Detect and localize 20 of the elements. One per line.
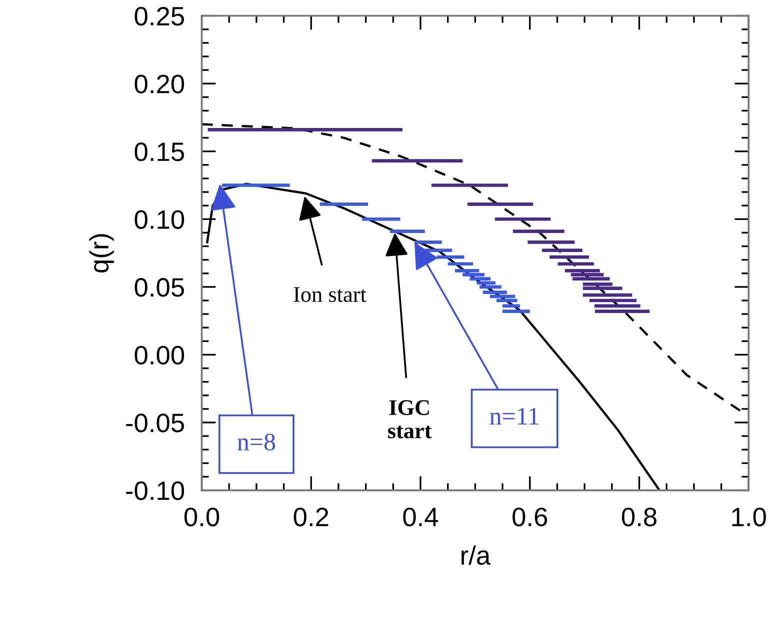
- x-tick-label: 0.6: [512, 508, 548, 526]
- y-tick-label: 0.10: [134, 210, 184, 229]
- y-tick-label: 0.00: [134, 346, 184, 365]
- y-tick-label: 0.05: [134, 278, 184, 297]
- x-tick-label: 0.2: [294, 508, 328, 526]
- annotation: n=8: [237, 434, 276, 450]
- y-tick-label: -0.10: [126, 481, 184, 500]
- annotation: n=11: [490, 408, 538, 424]
- y-tick-label: 0.20: [134, 74, 184, 94]
- y-tick-label: 0.15: [134, 142, 184, 162]
- y-tick-label: 0.25: [134, 6, 184, 26]
- annotation: Ion start: [294, 287, 366, 302]
- x-axis-title: r/a: [462, 545, 491, 565]
- x-tick-label: 1.0: [732, 508, 766, 526]
- x-tick-label: 0.8: [622, 508, 656, 526]
- x-tick-label: 0.4: [403, 508, 438, 526]
- x-tick-label: 0.0: [184, 508, 220, 526]
- y-axis-title: q(r): [89, 234, 114, 272]
- y-tick-label: -0.05: [126, 414, 184, 432]
- annotation: IGC start: [388, 400, 432, 438]
